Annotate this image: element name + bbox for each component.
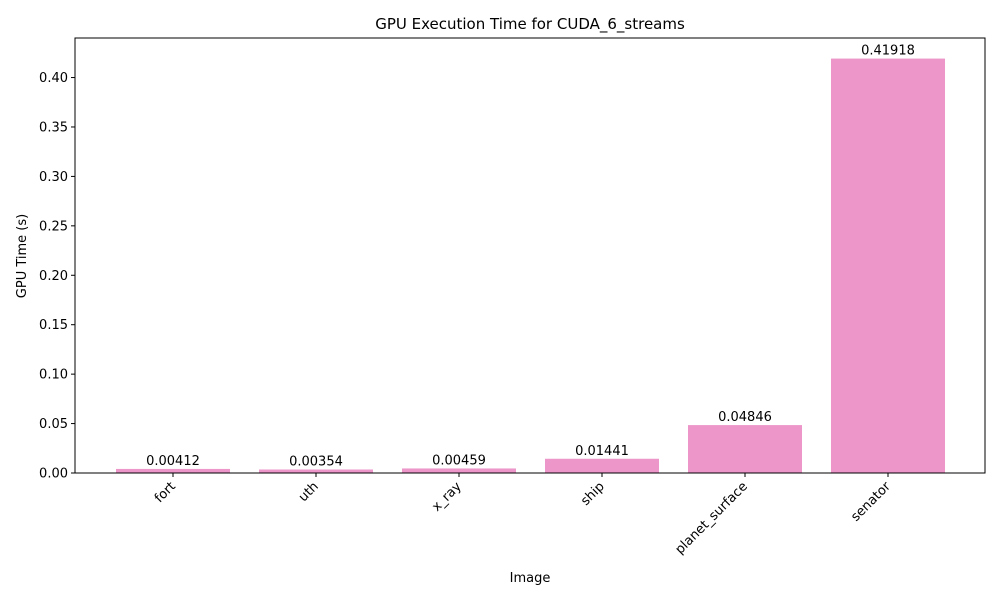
- data-label-planet_surface: 0.04846: [718, 410, 772, 425]
- bar-senator: [831, 58, 945, 474]
- x-tick-label-senator: senator: [848, 479, 894, 525]
- y-tick-label: 0.00: [39, 467, 68, 482]
- x-tick-label-ship: ship: [578, 479, 608, 509]
- plot-area: 0.00 0.05 0.10 0.15 0.20 0.25 0.30 0.35 0.40 0.00…: [39, 37, 986, 558]
- bar-x_ray: [402, 468, 516, 473]
- x-tick-label-uth: uth: [296, 479, 322, 505]
- y-tick-label: 0.15: [39, 318, 68, 333]
- x-tick-label-x_ray: x_ray: [429, 479, 465, 515]
- bar-planet_surface: [688, 425, 802, 473]
- bar-ship: [545, 458, 659, 473]
- data-label-fort: 0.00412: [146, 454, 200, 469]
- y-axis-label: GPU Time (s): [15, 214, 30, 298]
- y-tick-label: 0.30: [39, 170, 68, 185]
- data-label-x_ray: 0.00459: [432, 453, 486, 468]
- chart-title: GPU Execution Time for CUDA_6_streams: [375, 15, 685, 34]
- data-label-uth: 0.00354: [289, 455, 343, 470]
- bar-fort: [116, 468, 230, 473]
- bar-uth: [259, 469, 373, 473]
- y-tick-label: 0.20: [39, 269, 68, 284]
- data-label-senator: 0.41918: [861, 44, 915, 59]
- x-tick-label-planet_surface: planet_surface: [673, 479, 751, 557]
- y-tick-label: 0.35: [39, 120, 68, 135]
- x-axis-label: Image: [510, 571, 551, 586]
- x-tick-label-fort: fort: [152, 479, 179, 506]
- y-tick-label: 0.05: [39, 417, 68, 432]
- y-tick-label: 0.25: [39, 219, 68, 234]
- data-label-ship: 0.01441: [575, 444, 629, 459]
- y-tick-label: 0.40: [39, 71, 68, 86]
- y-tick-label: 0.10: [39, 368, 68, 383]
- axes-frame: [74, 37, 986, 474]
